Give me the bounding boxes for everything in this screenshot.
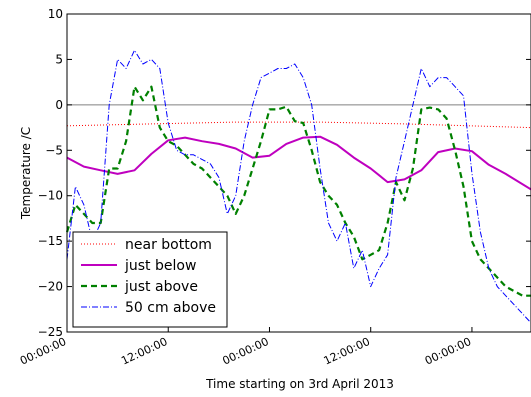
y-tick-label: 0 xyxy=(55,98,63,112)
y-tick-label: −15 xyxy=(38,234,63,248)
x-tick-label: 00:00:00 xyxy=(18,335,68,368)
y-tick-label: 10 xyxy=(48,7,63,21)
plot-frame xyxy=(66,13,531,333)
legend-label: just below xyxy=(124,258,196,274)
y-axis-label: Temperature /C xyxy=(19,127,33,220)
x-tick-label: 12:00:00 xyxy=(322,335,372,368)
y-tick-label: −10 xyxy=(38,189,63,203)
legend-label: near bottom xyxy=(125,237,212,253)
legend: near bottom just below just above 50 cm abo… xyxy=(72,231,228,328)
legend-label: just above xyxy=(124,279,198,295)
y-tick-label: −20 xyxy=(38,280,63,294)
x-tick-label: 00:00:00 xyxy=(423,335,473,368)
legend-box xyxy=(72,231,228,328)
y-tick-label: −5 xyxy=(45,143,63,157)
x-tick-label: 00:00:00 xyxy=(220,335,270,368)
series-line-just-above xyxy=(65,85,531,297)
x-axis-label: Time starting on 3rd April 2013 xyxy=(205,377,394,391)
y-tick-label: −25 xyxy=(38,325,63,339)
y-tick-label: 5 xyxy=(55,52,63,66)
series-line-just-below xyxy=(66,135,531,191)
series-line-50-cm-above xyxy=(66,49,531,324)
x-tick-label: 12:00:00 xyxy=(119,335,169,368)
series-line-near-bottom xyxy=(66,121,531,129)
legend-label: 50 cm above xyxy=(125,300,216,316)
